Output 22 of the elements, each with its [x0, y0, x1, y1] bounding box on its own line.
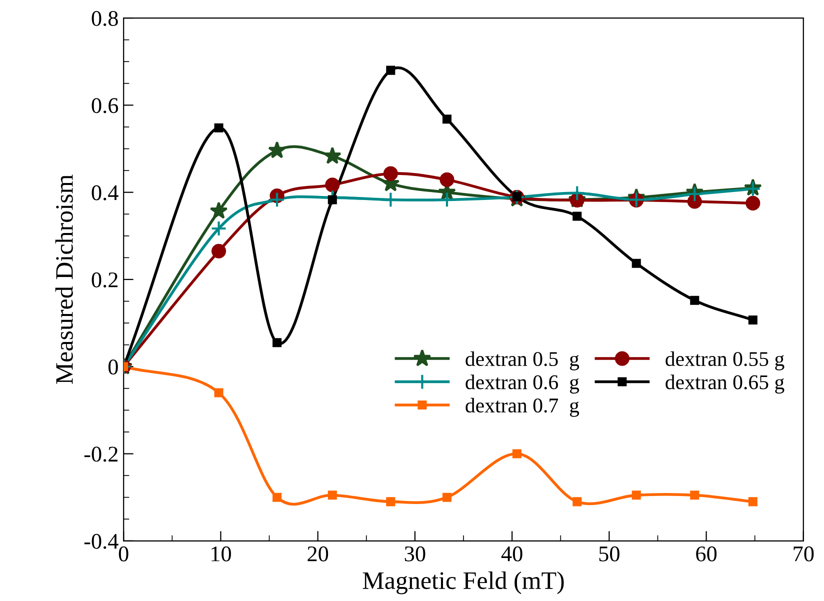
x-tick-label: 30	[404, 546, 426, 562]
y-tick-label: 0.4	[92, 185, 118, 200]
y-tick-label: -0.4	[84, 534, 118, 549]
y-tick-label: 0.6	[92, 98, 118, 114]
x-axis-title: Magnetic Feld (mT)	[362, 571, 564, 594]
y-tick-label: 0.8	[92, 10, 118, 26]
x-tick-label: 60	[696, 546, 717, 562]
x-tick-label: 10	[212, 546, 231, 562]
y-tick-label: 0	[108, 360, 118, 375]
x-tick-label: 40	[501, 546, 522, 562]
x-tick-label: 20	[308, 546, 328, 562]
x-tick-label: 70	[794, 546, 814, 562]
legend-label: dextran 0.6 g	[466, 374, 580, 394]
x-tick-label: 50	[599, 546, 620, 562]
y-tick-label: -0.2	[84, 446, 118, 462]
legend-label: dextran 0.5 g	[466, 351, 580, 370]
x-tick-label: 0	[118, 546, 128, 562]
legend-label: dextran 0.55 g	[666, 351, 784, 370]
y-tick-label: 0.2	[92, 272, 118, 288]
y-axis-title: Measured Dichroism	[55, 174, 73, 384]
legend-label: dextran 0.7 g	[466, 398, 580, 417]
legend-label: dextran 0.65 g	[666, 374, 784, 394]
